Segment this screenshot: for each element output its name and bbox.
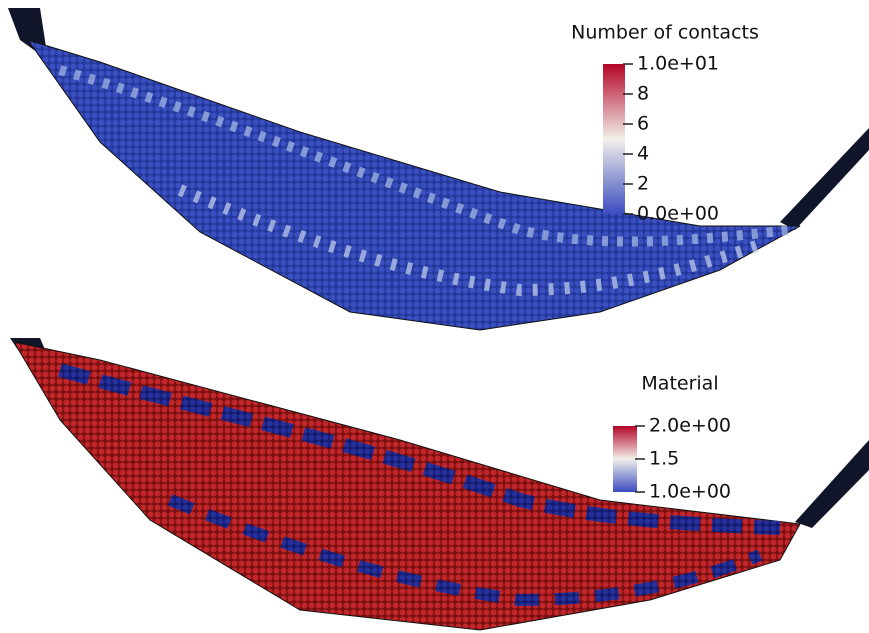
color-bar [603,64,625,214]
legend-title: Number of contacts [571,22,759,44]
color-bar [613,426,637,492]
drum-wall [780,128,869,230]
tick-label: 2.0e+00 [649,415,731,437]
tick-label: 2 [637,173,649,195]
tick-label: 6 [637,113,649,135]
particle-bed [28,40,800,330]
legend-title: Material [641,373,718,395]
tick-label: 1.0e+00 [649,481,731,503]
tick-label: 1.5 [649,448,679,470]
tick-label: 4 [637,143,649,165]
tick-label: 1.0e+01 [637,53,719,75]
tick-label: 8 [637,83,649,105]
tick-label: 0.0e+00 [637,203,719,225]
scene: Number of contacts 1.0e+01 8 6 4 2 0.0e+00 Mate… [0,0,869,633]
drum-wall [795,440,869,528]
